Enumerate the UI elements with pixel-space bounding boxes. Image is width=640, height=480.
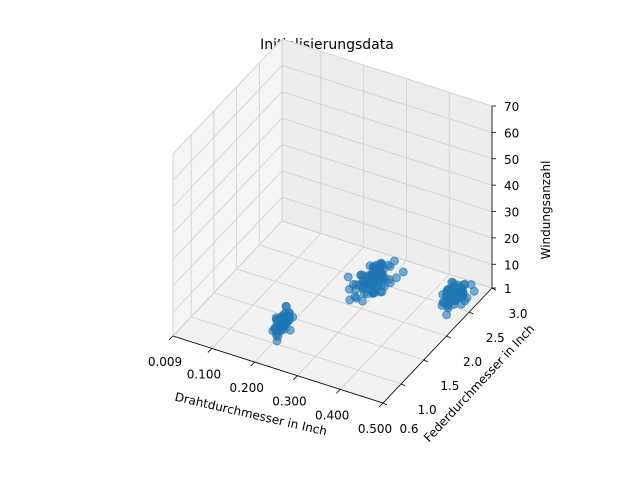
z-grid-back bbox=[281, 117, 493, 186]
y-grid-floor bbox=[191, 316, 402, 385]
z-grid-left bbox=[172, 196, 283, 313]
z-tick-label: 40 bbox=[504, 179, 519, 193]
y-tick-label: 2.0 bbox=[463, 355, 482, 369]
y-grid-floor bbox=[213, 292, 424, 361]
data-point bbox=[343, 272, 353, 282]
data-point bbox=[367, 276, 376, 286]
z-grid-left bbox=[172, 170, 283, 287]
data-point bbox=[448, 278, 458, 288]
x-tick-mark bbox=[293, 375, 298, 380]
data-point bbox=[440, 298, 450, 308]
x-tick-mark bbox=[335, 389, 341, 394]
z-tick-label: 10 bbox=[504, 258, 519, 272]
data-point bbox=[469, 286, 479, 296]
x-tick-mark bbox=[168, 335, 174, 341]
data-point bbox=[359, 277, 369, 287]
z-tick-label: 30 bbox=[504, 206, 519, 220]
y-tick-label: 3.0 bbox=[508, 307, 527, 321]
x-tick-label: 0.100 bbox=[187, 367, 221, 381]
axes-panes bbox=[172, 37, 493, 404]
tick-labels: 0.009 0.100 0.200 0.300 0.400 0.500 0.61.01.5 2… bbox=[148, 100, 528, 436]
z-axis-label: Windungsanzahl bbox=[539, 161, 553, 260]
data-point bbox=[357, 296, 367, 306]
z-grid-left bbox=[172, 91, 283, 208]
y-tick-label: 1.0 bbox=[418, 403, 437, 417]
z-tick-label: 60 bbox=[504, 126, 519, 140]
data-point bbox=[279, 311, 289, 321]
data-point bbox=[377, 272, 387, 282]
data-points bbox=[268, 256, 479, 346]
z-grid-left bbox=[172, 117, 283, 234]
y-tick-mark bbox=[446, 335, 451, 339]
z-grid-back bbox=[281, 144, 493, 212]
y-tick-label: 0.6 bbox=[399, 422, 418, 436]
z-grid-left bbox=[172, 38, 283, 155]
z-grid-left bbox=[172, 220, 283, 337]
data-point bbox=[369, 288, 379, 298]
z-grid-back bbox=[281, 91, 493, 160]
data-point bbox=[272, 327, 282, 337]
y-tick-mark bbox=[423, 359, 429, 363]
z-tick-label: 1 bbox=[504, 282, 512, 296]
x-tick-label: 0.500 bbox=[358, 422, 392, 436]
y-grid-floor bbox=[236, 268, 447, 337]
gridlines bbox=[172, 38, 493, 404]
z-tick-label: 70 bbox=[504, 100, 519, 114]
y-tick-label: 1.5 bbox=[440, 379, 459, 393]
z-grid-back bbox=[281, 220, 493, 289]
z-grid-left bbox=[172, 65, 283, 181]
data-point bbox=[385, 262, 395, 271]
x-tick-label: 0.400 bbox=[315, 408, 349, 422]
data-point bbox=[369, 261, 379, 271]
y-tick-mark bbox=[382, 402, 388, 406]
z-tick-label: 20 bbox=[504, 232, 519, 246]
y-tick-label: 2.5 bbox=[486, 331, 505, 345]
z-grid-left bbox=[172, 144, 283, 260]
x-tick-label: 0.009 bbox=[148, 355, 182, 369]
z-grid-back bbox=[281, 170, 493, 239]
z-tick-label: 50 bbox=[504, 153, 519, 167]
data-point bbox=[443, 288, 452, 298]
data-point bbox=[351, 285, 361, 294]
z-grid-back bbox=[281, 64, 493, 133]
x-axis-line bbox=[172, 335, 384, 404]
x-tick-label: 0.200 bbox=[230, 381, 264, 395]
x-tick-label: 0.300 bbox=[272, 395, 306, 409]
x-tick-mark bbox=[250, 361, 255, 367]
y-tick-mark bbox=[469, 311, 474, 315]
data-point bbox=[398, 267, 408, 277]
z-grid-back bbox=[281, 196, 493, 265]
data-point bbox=[458, 289, 468, 299]
y-tick-mark bbox=[400, 383, 406, 387]
x-tick-mark bbox=[378, 402, 384, 408]
x-tick-mark bbox=[207, 348, 213, 353]
z-grid-back bbox=[281, 38, 493, 107]
